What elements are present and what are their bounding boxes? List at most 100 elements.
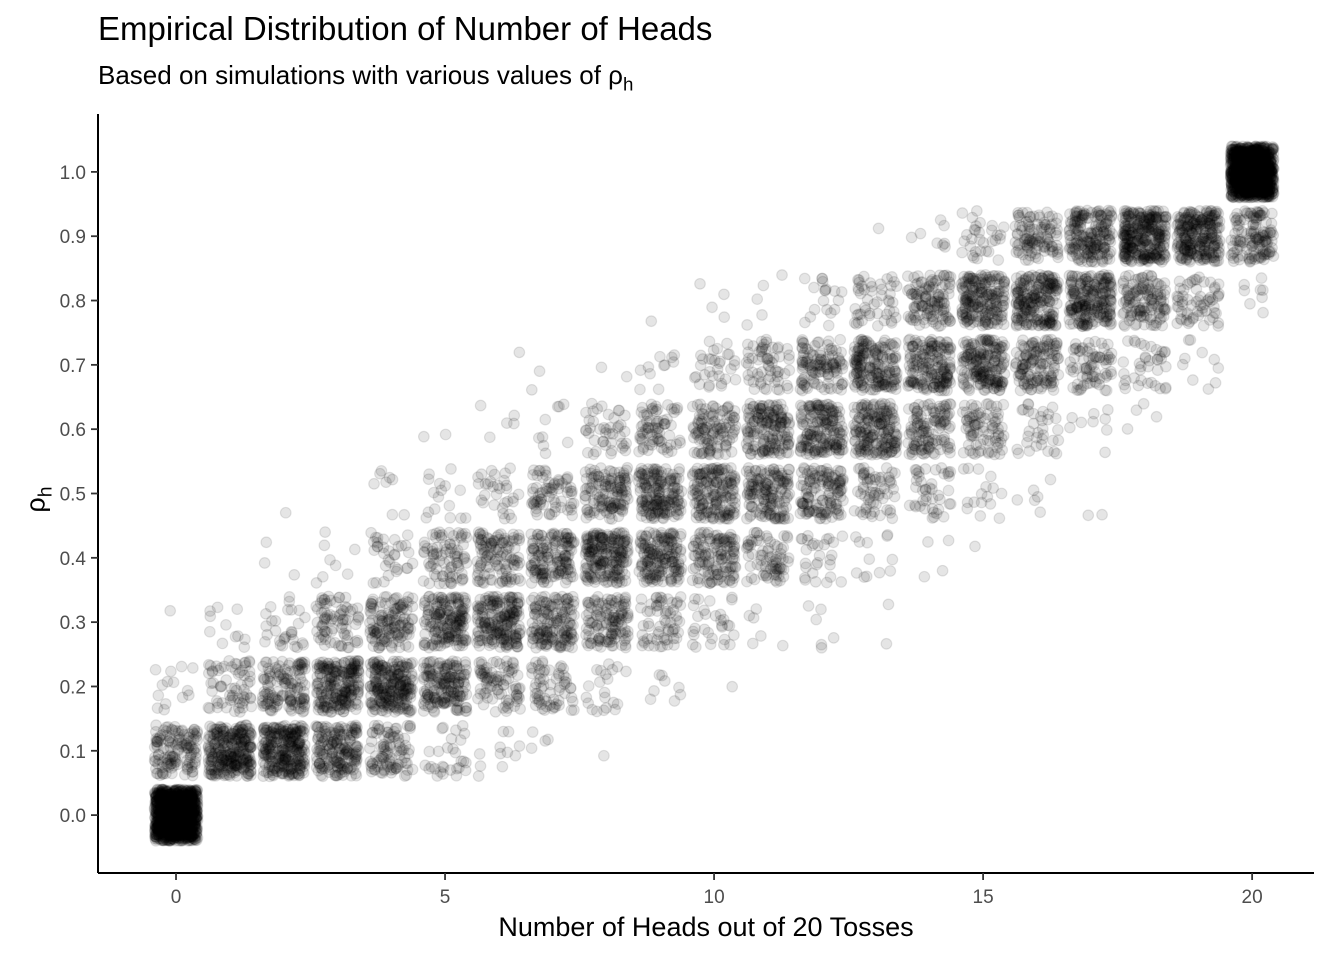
data-point	[559, 606, 571, 619]
data-point	[541, 617, 554, 630]
data-point	[160, 804, 173, 817]
data-point	[152, 803, 164, 816]
data-point	[163, 804, 175, 816]
data-point	[634, 601, 647, 614]
data-point	[398, 732, 411, 745]
data-point	[533, 694, 546, 707]
data-point	[437, 721, 450, 734]
data-point	[351, 636, 364, 649]
data-point	[335, 603, 348, 616]
data-point	[163, 818, 176, 831]
data-point	[505, 596, 518, 609]
data-point	[704, 577, 716, 589]
data-point	[238, 641, 251, 654]
data-point	[724, 638, 736, 651]
data-point	[151, 823, 164, 836]
data-point	[397, 743, 410, 756]
data-point	[597, 749, 610, 762]
data-point	[231, 603, 244, 616]
data-point	[815, 603, 827, 616]
data-point	[183, 784, 196, 796]
data-point	[183, 786, 196, 799]
data-point	[372, 613, 385, 625]
data-point	[167, 833, 180, 846]
data-point	[155, 796, 168, 809]
data-point	[433, 636, 446, 649]
data-point	[276, 749, 289, 762]
data-point	[511, 640, 523, 653]
data-point	[181, 805, 194, 817]
data-point	[183, 791, 196, 804]
data-point	[186, 832, 199, 845]
data-point	[175, 808, 188, 821]
data-point	[322, 590, 335, 603]
data-point	[182, 804, 194, 817]
data-point	[315, 606, 328, 619]
data-point	[438, 669, 451, 681]
data-point	[183, 823, 196, 836]
data-point	[651, 605, 664, 618]
data-point	[186, 662, 199, 674]
data-point	[673, 681, 685, 694]
data-point	[703, 595, 716, 607]
data-point	[539, 603, 552, 616]
data-point	[474, 664, 487, 677]
data-point	[175, 825, 188, 838]
data-point	[161, 815, 173, 828]
data-point	[180, 795, 192, 808]
data-point	[594, 564, 607, 577]
data-point	[318, 539, 331, 552]
data-point	[771, 540, 784, 553]
data-point	[688, 592, 701, 605]
data-point	[528, 622, 541, 634]
data-point	[166, 797, 179, 809]
data-point	[824, 558, 836, 571]
data-point	[181, 760, 194, 773]
data-point	[204, 659, 217, 672]
data-point	[156, 812, 168, 825]
data-point	[710, 560, 722, 573]
data-point	[418, 615, 431, 628]
data-point	[486, 574, 498, 587]
data-point	[284, 681, 297, 694]
data-point	[850, 567, 863, 579]
data-point	[401, 764, 414, 777]
data-point	[162, 809, 175, 822]
data-point	[622, 544, 634, 557]
data-point	[484, 601, 497, 614]
data-point	[525, 577, 538, 589]
data-point	[269, 624, 282, 637]
data-point	[149, 823, 161, 836]
data-point	[581, 637, 593, 649]
data-point	[320, 687, 333, 700]
data-point	[725, 593, 738, 606]
data-point	[346, 603, 359, 616]
data-point	[636, 628, 649, 641]
data-point	[494, 625, 507, 637]
data-point	[157, 816, 170, 829]
data-point	[242, 740, 255, 753]
data-point	[149, 787, 161, 800]
data-point	[579, 548, 592, 560]
data-point	[172, 809, 185, 821]
data-point	[650, 592, 663, 604]
data-point	[281, 603, 294, 616]
data-point	[880, 637, 893, 650]
data-point	[391, 668, 404, 680]
data-point	[292, 734, 305, 747]
data-point	[401, 529, 414, 541]
data-point	[555, 660, 568, 672]
data-point	[560, 593, 573, 606]
data-point	[748, 573, 761, 586]
data-point	[155, 806, 167, 819]
data-point	[258, 557, 271, 569]
data-point	[556, 537, 569, 550]
data-point	[799, 557, 812, 570]
data-point	[153, 821, 166, 833]
data-point	[341, 641, 354, 654]
data-point	[378, 661, 391, 674]
data-point	[269, 614, 282, 627]
data-point	[860, 570, 873, 583]
data-point	[158, 815, 171, 828]
data-point	[163, 822, 175, 835]
